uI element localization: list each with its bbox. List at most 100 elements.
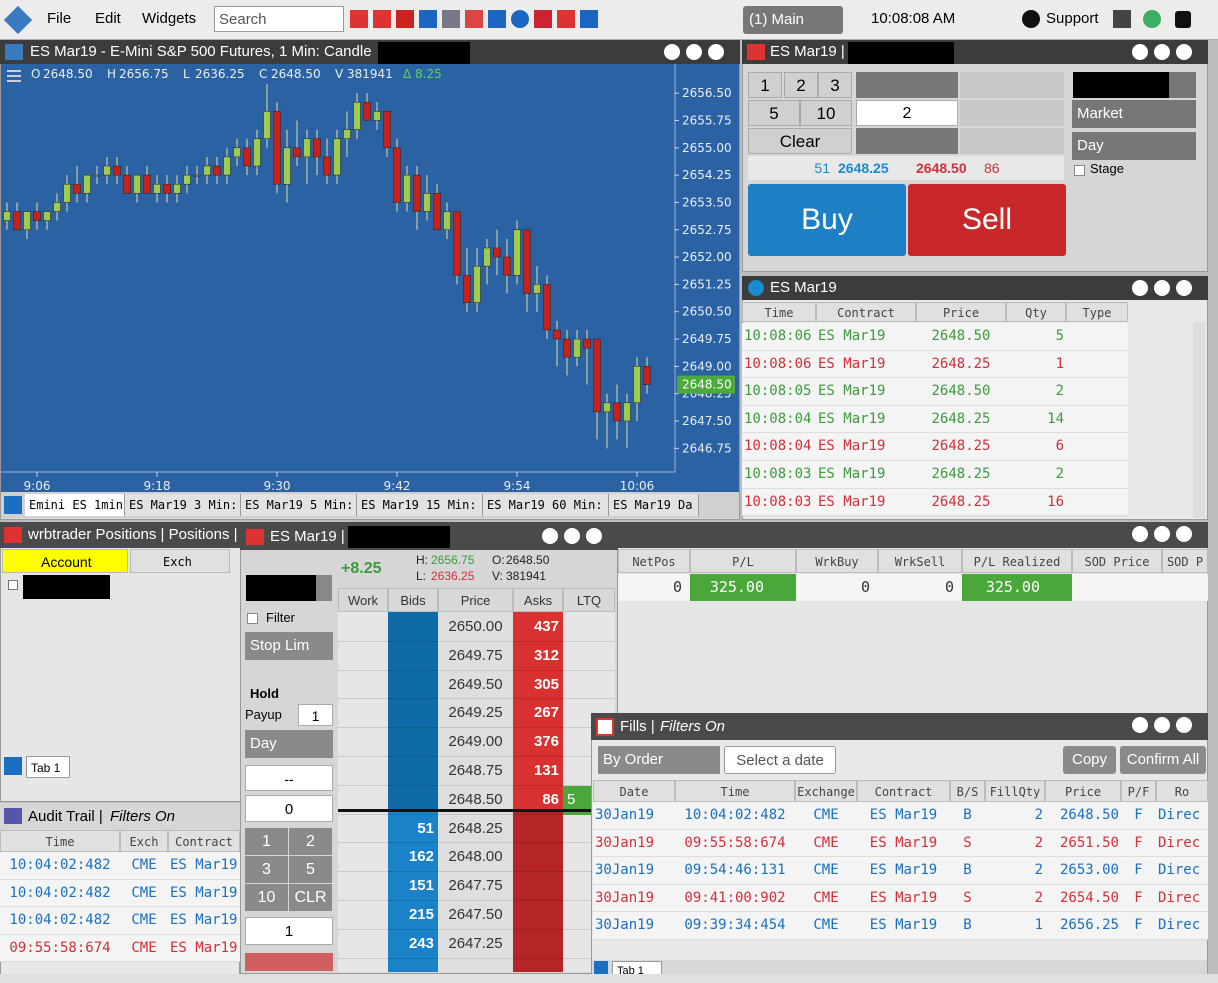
header-button[interactable] <box>1154 717 1170 733</box>
chart-tab[interactable]: ES Mar19 3 Min: <box>125 494 241 516</box>
header-button[interactable] <box>1176 280 1192 296</box>
ask-size[interactable]: 131 <box>533 762 559 779</box>
checkbox[interactable] <box>1074 165 1085 176</box>
qty-button[interactable]: 1 <box>245 828 288 855</box>
ask-size[interactable]: 437 <box>533 618 559 635</box>
chart-tab[interactable]: Emini ES 1min <box>25 494 125 516</box>
tab[interactable]: Tab 1 <box>26 756 70 778</box>
tif-select[interactable]: Day <box>1072 132 1196 160</box>
header-button[interactable] <box>1132 526 1148 542</box>
order-type-select[interactable]: Market <box>1072 100 1196 128</box>
table-cell: 10:04:02:482 <box>9 857 111 873</box>
toolbar-icon[interactable] <box>350 10 368 28</box>
qty-input[interactable]: 1 <box>245 917 333 945</box>
dropdown[interactable] <box>1169 72 1196 98</box>
toolbar-icon[interactable] <box>373 10 391 28</box>
date-input[interactable]: Select a date <box>724 746 836 774</box>
menu-item[interactable]: File <box>47 10 72 27</box>
column-header: Ro <box>1156 780 1208 802</box>
qty-button[interactable]: 3 <box>245 856 288 883</box>
header-button[interactable] <box>1132 280 1148 296</box>
expand-icon[interactable] <box>8 580 18 590</box>
header-button[interactable] <box>542 528 558 544</box>
header-button[interactable] <box>1154 44 1170 60</box>
qty-button[interactable]: Clear <box>748 128 852 154</box>
decrease-button[interactable] <box>856 128 958 154</box>
support-link[interactable]: Support <box>1046 10 1099 27</box>
buy-button[interactable]: Buy <box>748 184 906 256</box>
header-button[interactable] <box>1176 526 1192 542</box>
qty-button[interactable]: 5 <box>289 856 332 883</box>
header-button[interactable] <box>1132 44 1148 60</box>
menu-item[interactable]: Edit <box>95 10 121 27</box>
candle-body <box>433 193 441 231</box>
toolbar-icon[interactable] <box>580 10 598 28</box>
flatten-button[interactable] <box>245 953 333 971</box>
checkbox[interactable] <box>247 613 258 624</box>
chart-tab[interactable]: ES Mar19 Da <box>609 494 699 516</box>
table-cell: F <box>1134 834 1143 851</box>
panel-title: Audit Trail | <box>28 808 103 825</box>
sell-button[interactable]: Sell <box>908 184 1066 256</box>
search-box[interactable]: Search <box>214 6 344 32</box>
decrease-button[interactable] <box>960 128 1064 154</box>
bid-size[interactable]: 151 <box>408 877 434 895</box>
qty-button[interactable]: CLR <box>289 884 332 911</box>
bid-size[interactable]: 243 <box>408 934 434 952</box>
order-type-select[interactable]: Stop Lim <box>245 632 333 660</box>
add-tab[interactable] <box>594 961 608 975</box>
qty-input[interactable]: 2 <box>856 100 958 126</box>
header-button[interactable] <box>564 528 580 544</box>
ask-size[interactable]: 376 <box>533 733 559 751</box>
header-button[interactable] <box>1176 44 1192 60</box>
toolbar-icon[interactable] <box>442 10 460 28</box>
tab[interactable]: Tab 1 <box>612 961 662 975</box>
ask-size[interactable]: 312 <box>533 646 559 664</box>
ask-size[interactable]: 305 <box>533 675 559 693</box>
bid-size[interactable]: 215 <box>408 906 434 923</box>
ask-size[interactable]: 86 <box>542 790 559 808</box>
toolbar-icon[interactable] <box>534 10 552 28</box>
increase-button[interactable] <box>960 72 1064 98</box>
chart-tab[interactable]: ES Mar19 5 Min: <box>241 494 357 516</box>
payup-input[interactable]: 1 <box>298 704 333 726</box>
qty-button[interactable]: 3 <box>818 72 852 98</box>
header-button[interactable] <box>586 528 602 544</box>
toolbar-icon[interactable] <box>396 10 414 28</box>
workspace-select[interactable]: (1) Main <box>743 6 843 34</box>
header-button[interactable] <box>1132 717 1148 733</box>
tif-select[interactable]: Day <box>245 730 333 758</box>
qty-button[interactable]: 10 <box>800 100 852 126</box>
qty-button[interactable]: 2 <box>289 828 332 855</box>
add-tab[interactable] <box>4 757 22 775</box>
header-button[interactable] <box>664 44 680 60</box>
y-tick-label: 2652.75 <box>682 223 732 237</box>
ask-size[interactable]: 267 <box>533 704 559 722</box>
toolbar-icon[interactable] <box>419 10 437 28</box>
group-select[interactable]: By Order <box>598 746 720 774</box>
header-button[interactable] <box>1154 526 1170 542</box>
bid-size[interactable]: 162 <box>408 848 434 866</box>
confirm-button[interactable]: Confirm All <box>1120 746 1206 774</box>
qty-button[interactable]: 1 <box>748 72 782 98</box>
header-button[interactable] <box>708 44 724 60</box>
header-button[interactable] <box>686 44 702 60</box>
toolbar-icon[interactable] <box>557 10 575 28</box>
copy-button[interactable]: Copy <box>1063 746 1116 774</box>
qty-button[interactable]: 2 <box>784 72 818 98</box>
header-button[interactable] <box>1154 280 1170 296</box>
toolbar-icon[interactable] <box>488 10 506 28</box>
qty-button[interactable]: 10 <box>245 884 288 911</box>
panel-title: ES Mar19 - E-Mini S&P 500 Futures, 1 Min… <box>30 43 372 60</box>
add-tab[interactable] <box>4 496 22 514</box>
toolbar-icon[interactable] <box>511 10 529 28</box>
header-button[interactable] <box>1176 717 1192 733</box>
toolbar-icon[interactable] <box>465 10 483 28</box>
chart-tab[interactable]: ES Mar19 60 Min: <box>483 494 609 516</box>
dropdown[interactable] <box>316 575 332 601</box>
chart-tab[interactable]: ES Mar19 15 Min: <box>357 494 483 516</box>
increase-button[interactable] <box>856 72 958 98</box>
qty-button[interactable]: 5 <box>748 100 800 126</box>
bid-size[interactable]: 51 <box>417 819 434 837</box>
menu-item[interactable]: Widgets <box>142 10 197 27</box>
